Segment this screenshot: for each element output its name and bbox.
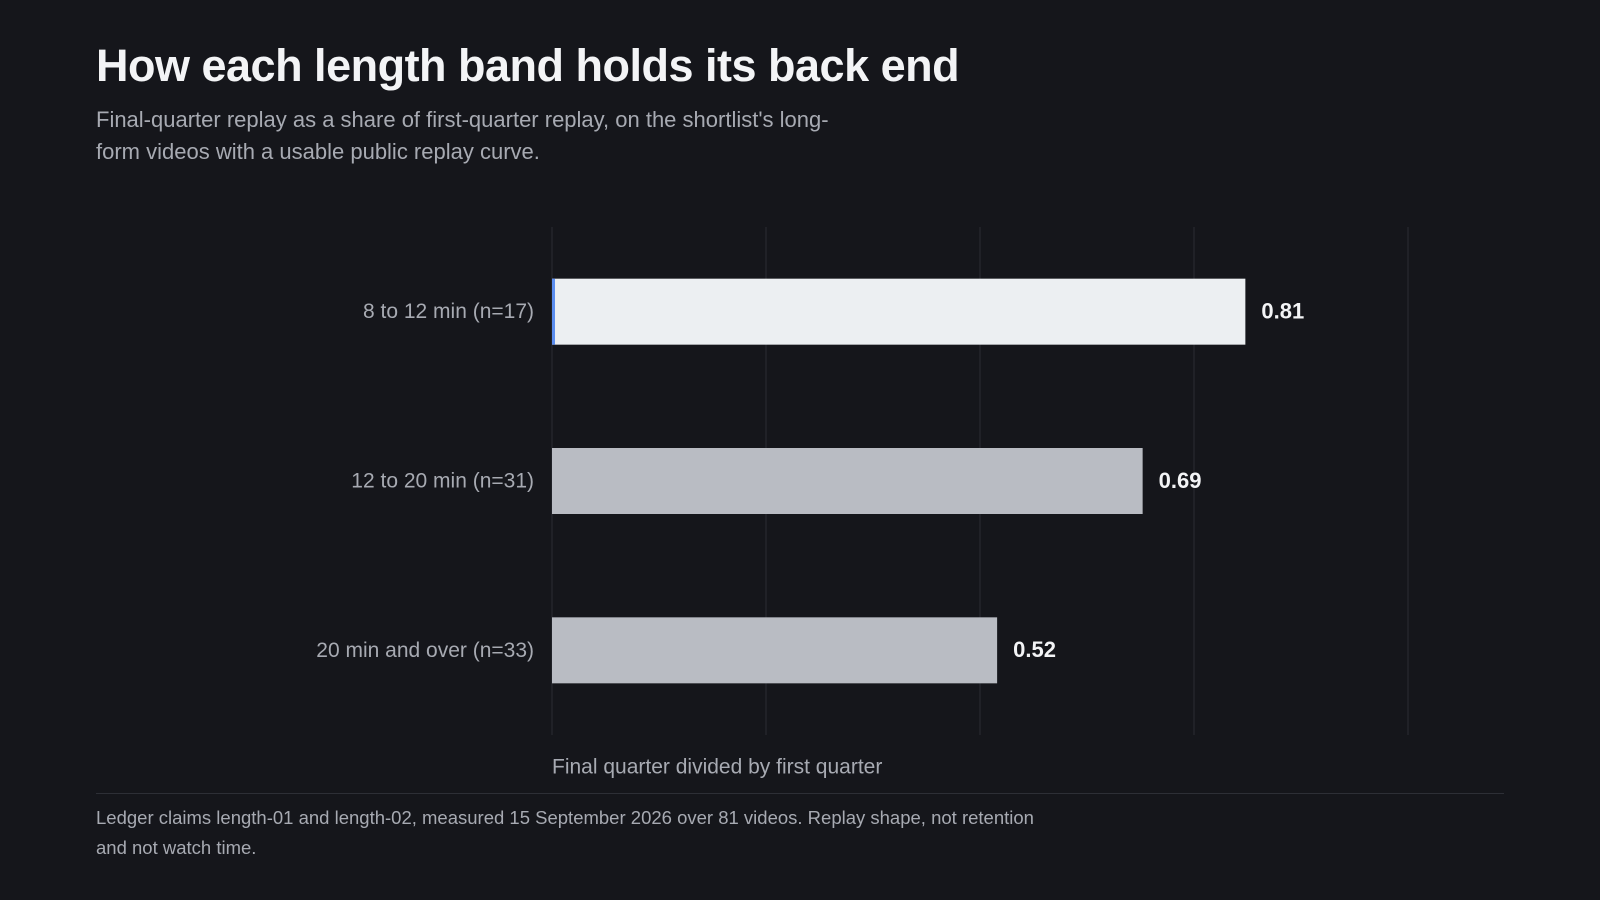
divider [96,793,1504,794]
bar [552,448,1143,514]
highlight-accent [552,278,555,345]
y-tick-label: 20 min and over (n=33) [316,639,534,662]
chart-title: How each length band holds its back end [96,40,960,91]
footnote: Ledger claims length-01 and length-02, m… [96,807,1034,858]
bar [552,278,1246,345]
value-label: 0.69 [1159,468,1202,493]
x-axis-label: Final quarter divided by first quarter [552,756,882,779]
bar [552,617,998,684]
value-label: 0.81 [1261,298,1304,323]
chart: Final quarter divided by first quarter 8… [316,227,1409,779]
y-tick-label: 12 to 20 min (n=31) [351,470,534,493]
y-tick-label: 8 to 12 min (n=17) [363,300,534,323]
chart-subtitle: Final-quarter replay as a share of first… [96,107,829,164]
value-label: 0.52 [1013,637,1056,662]
